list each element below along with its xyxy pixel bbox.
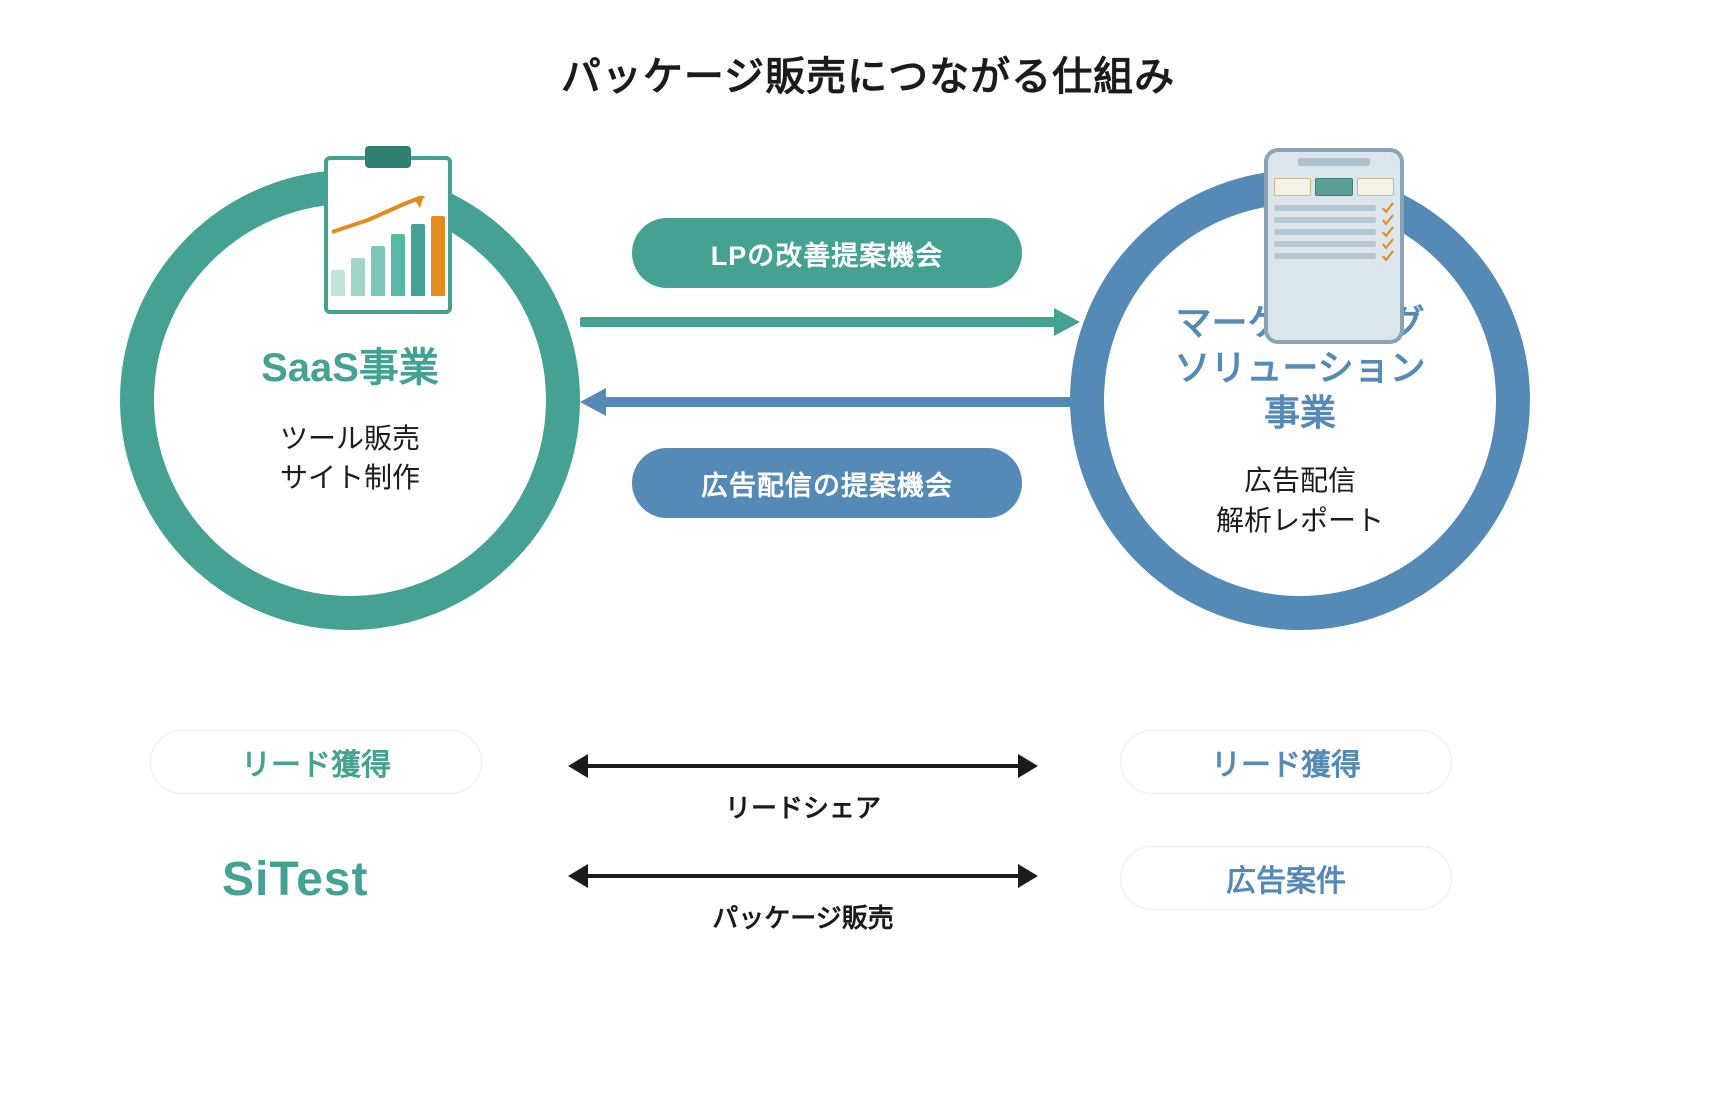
saas-circle: SaaS事業 ツール販売 サイト制作 — [120, 170, 580, 630]
marketing-title-line: 事業 — [1174, 390, 1425, 435]
double-arrow-leadshare — [568, 754, 1038, 778]
marketing-circle-sub: 広告配信 解析レポート — [1216, 461, 1384, 539]
lead-capsule-left: リード獲得 — [150, 730, 482, 794]
saas-sub-line: サイト制作 — [280, 458, 420, 497]
saas-circle-sub: ツール販売 サイト制作 — [280, 419, 420, 497]
marketing-title-line: ソリューション — [1174, 345, 1425, 390]
phone-checklist-icon — [1264, 148, 1404, 344]
marketing-circle: マーケティング ソリューション 事業 広告配信 解析レポート — [1070, 170, 1530, 630]
marketing-sub-line: 広告配信 — [1216, 461, 1384, 500]
saas-sub-line: ツール販売 — [280, 419, 420, 458]
flow-arrow-left — [580, 390, 1080, 414]
flow-arrow-right — [580, 310, 1080, 334]
saas-circle-title: SaaS事業 — [261, 343, 439, 393]
clipboard-chart-icon — [324, 156, 452, 314]
flow-pill-bottom: 広告配信の提案機会 — [632, 448, 1022, 518]
sitest-wordmark: SiTest — [222, 852, 368, 907]
double-arrow-package — [568, 864, 1038, 888]
marketing-sub-line: 解析レポート — [1216, 501, 1384, 540]
double-arrow-label: パッケージ販売 — [568, 898, 1038, 935]
page-title: パッケージ販売につながる仕組み — [0, 44, 1736, 102]
lead-capsule-right: リード獲得 — [1120, 730, 1452, 794]
flow-pill-top: LPの改善提案機会 — [632, 218, 1022, 288]
double-arrow-label: リードシェア — [568, 788, 1038, 825]
